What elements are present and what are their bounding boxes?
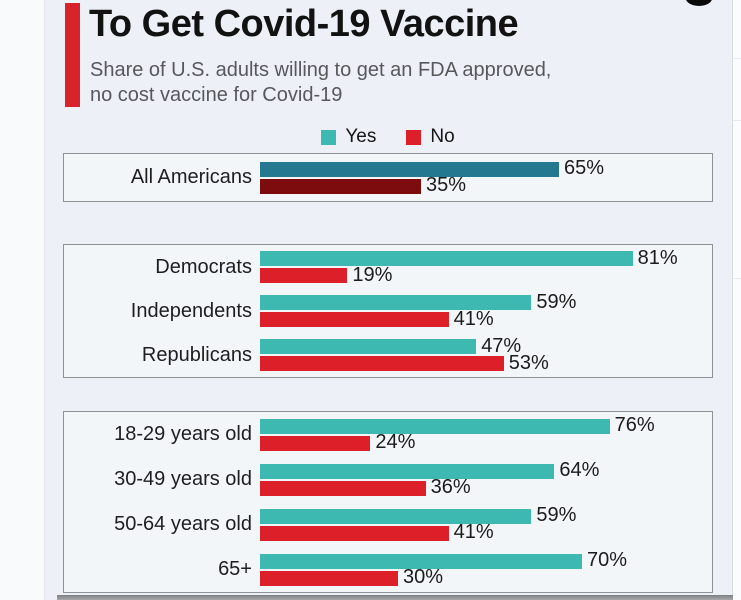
bar-value-yes: 76%: [614, 414, 655, 436]
iframe-bottom-edge: [57, 595, 733, 600]
cropped-headline-fragment: [686, 0, 712, 6]
subtitle-line-1: Share of U.S. adults willing to get an F…: [90, 59, 552, 81]
row-bars: 47% 53%: [260, 334, 549, 374]
bar-line-yes: 59%: [260, 505, 576, 525]
row-label: Independents: [130, 299, 252, 322]
bar-yes[interactable]: [260, 463, 555, 479]
legend-item-no: No: [406, 126, 455, 148]
legend-no-swatch: [406, 129, 422, 145]
bar-yes[interactable]: [260, 295, 532, 310]
bar-line-yes: 65%: [260, 158, 604, 178]
row-bars: 64% 36%: [260, 460, 599, 497]
row-bars: 70% 30%: [260, 550, 627, 587]
bar-value-no: 41%: [453, 307, 494, 330]
row-bars: 76% 24%: [260, 415, 655, 452]
bar-line-yes: 64%: [260, 460, 599, 480]
row-label: 18-29 years old: [114, 423, 252, 445]
right-gutter-divider: [733, 120, 741, 121]
bar-line-yes: 81%: [260, 246, 678, 269]
bar-line-no: 24%: [260, 432, 655, 452]
bar-value-yes: 81%: [637, 246, 678, 269]
legend-item-yes: Yes: [321, 126, 376, 148]
row-label: 30-49 years old: [114, 468, 252, 490]
chart-title: To Get Covid-19 Vaccine: [89, 3, 519, 45]
chart-subtitle: Share of U.S. adults willing to get an F…: [90, 58, 551, 108]
legend-yes-label: Yes: [345, 126, 377, 147]
bar-value-no: 19%: [352, 263, 393, 286]
bar-value-yes: 59%: [536, 504, 577, 526]
bar-no[interactable]: [260, 525, 449, 541]
row-bars: 59% 41%: [260, 290, 577, 330]
bar-value-yes: 59%: [536, 290, 577, 313]
bar-no[interactable]: [260, 435, 371, 451]
row-bars: 81% 19%: [260, 246, 678, 286]
bar-line-no: 53%: [260, 351, 549, 374]
left-gutter: [0, 0, 45, 600]
legend: Yes No: [63, 126, 713, 148]
bar-no[interactable]: [260, 356, 504, 371]
chart-row: Republicans 47% 53%: [64, 333, 712, 377]
bar-line-no: 19%: [260, 263, 678, 286]
bar-line-yes: 70%: [260, 550, 627, 570]
bar-value-no: 35%: [426, 174, 467, 196]
bar-value-no: 36%: [430, 476, 471, 498]
bar-no[interactable]: [260, 570, 398, 586]
bar-line-yes: 76%: [260, 415, 655, 435]
bar-value-no: 24%: [375, 431, 416, 453]
row-label: Democrats: [155, 255, 252, 278]
chart-box-age-groups: 18-29 years old 76% 24% 30-49 years old 64% 3…: [63, 411, 713, 593]
row-label: 50-64 years old: [114, 513, 252, 535]
bar-value-yes: 65%: [564, 157, 605, 179]
bar-line-no: 41%: [260, 307, 576, 330]
chart-row: All Americans 65% 35%: [64, 154, 712, 201]
bar-yes[interactable]: [260, 339, 477, 354]
chart-row: Independents 59% 41%: [64, 289, 712, 333]
bar-line-yes: 47%: [260, 334, 549, 357]
bar-no[interactable]: [260, 268, 348, 283]
row-label: All Americans: [130, 166, 252, 188]
red-accent-bar: [65, 3, 80, 107]
bar-no[interactable]: [260, 178, 421, 194]
bar-value-yes: 64%: [559, 459, 600, 481]
chart-row: 50-64 years old 59% 41%: [64, 502, 712, 547]
bar-value-yes: 47%: [481, 334, 522, 357]
row-label: Republicans: [141, 343, 252, 366]
legend-no-label: No: [430, 126, 455, 147]
chart-box-party-affiliation: Democrats 81% 19% Independents 59% 41% Republi…: [63, 244, 713, 378]
bar-line-no: 35%: [260, 175, 604, 195]
bar-yes[interactable]: [260, 508, 532, 524]
subtitle-line-2: no cost vaccine for Covid-19: [90, 84, 343, 106]
row-bars: 59% 41%: [260, 505, 576, 542]
bar-line-yes: 59%: [260, 290, 577, 313]
chart-row: 30-49 years old 64% 36%: [64, 457, 712, 502]
chart-row: Democrats 81% 19%: [64, 245, 712, 289]
bar-yes[interactable]: [260, 418, 610, 434]
bar-line-no: 36%: [260, 477, 599, 497]
bar-value-no: 53%: [508, 351, 549, 374]
bar-value-no: 30%: [403, 566, 444, 588]
bar-yes[interactable]: [260, 161, 559, 177]
chart-row: 18-29 years old 76% 24%: [64, 412, 712, 457]
bar-yes[interactable]: [260, 553, 582, 569]
bar-value-no: 41%: [453, 521, 494, 543]
bar-yes[interactable]: [260, 251, 633, 266]
bar-value-yes: 70%: [587, 549, 628, 571]
row-bars: 65% 35%: [260, 158, 604, 195]
chart-row: 65+ 70% 30%: [64, 547, 712, 592]
bar-no[interactable]: [260, 480, 426, 496]
legend-yes-swatch: [321, 129, 337, 145]
row-label: 65+: [218, 558, 252, 580]
chart-box-all-americans: All Americans 65% 35%: [63, 153, 713, 202]
right-gutter-divider: [733, 58, 741, 59]
bar-line-no: 41%: [260, 522, 576, 542]
bar-no[interactable]: [260, 312, 449, 327]
right-gutter: [732, 0, 741, 600]
bar-line-no: 30%: [260, 567, 627, 587]
right-gutter-divider: [733, 278, 741, 279]
